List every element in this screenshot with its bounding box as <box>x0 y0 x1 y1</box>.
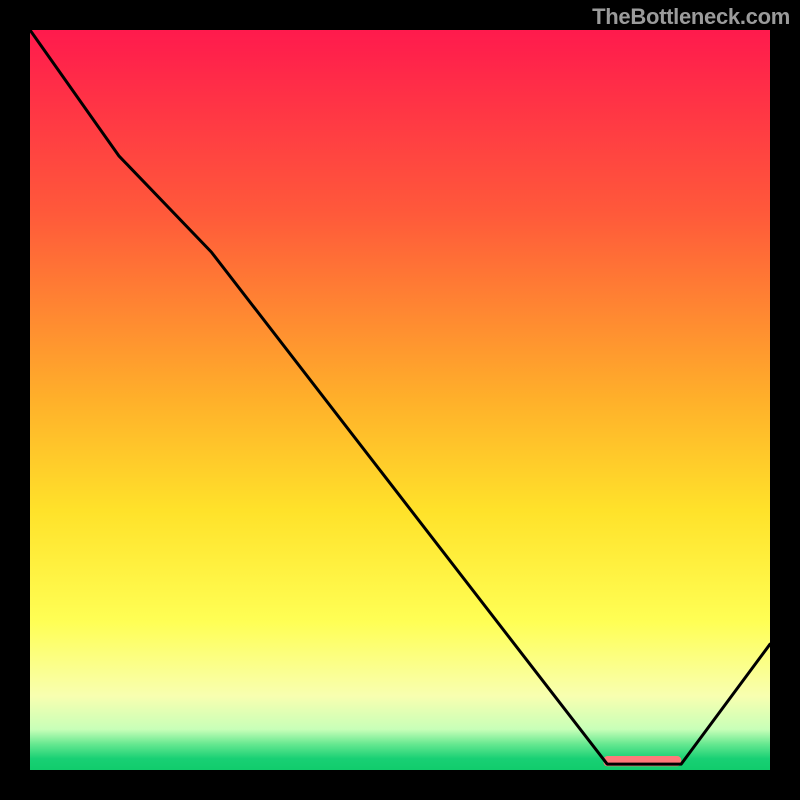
watermark-text: TheBottleneck.com <box>592 4 790 30</box>
bottleneck-chart <box>0 0 800 800</box>
gradient-background <box>30 30 770 770</box>
